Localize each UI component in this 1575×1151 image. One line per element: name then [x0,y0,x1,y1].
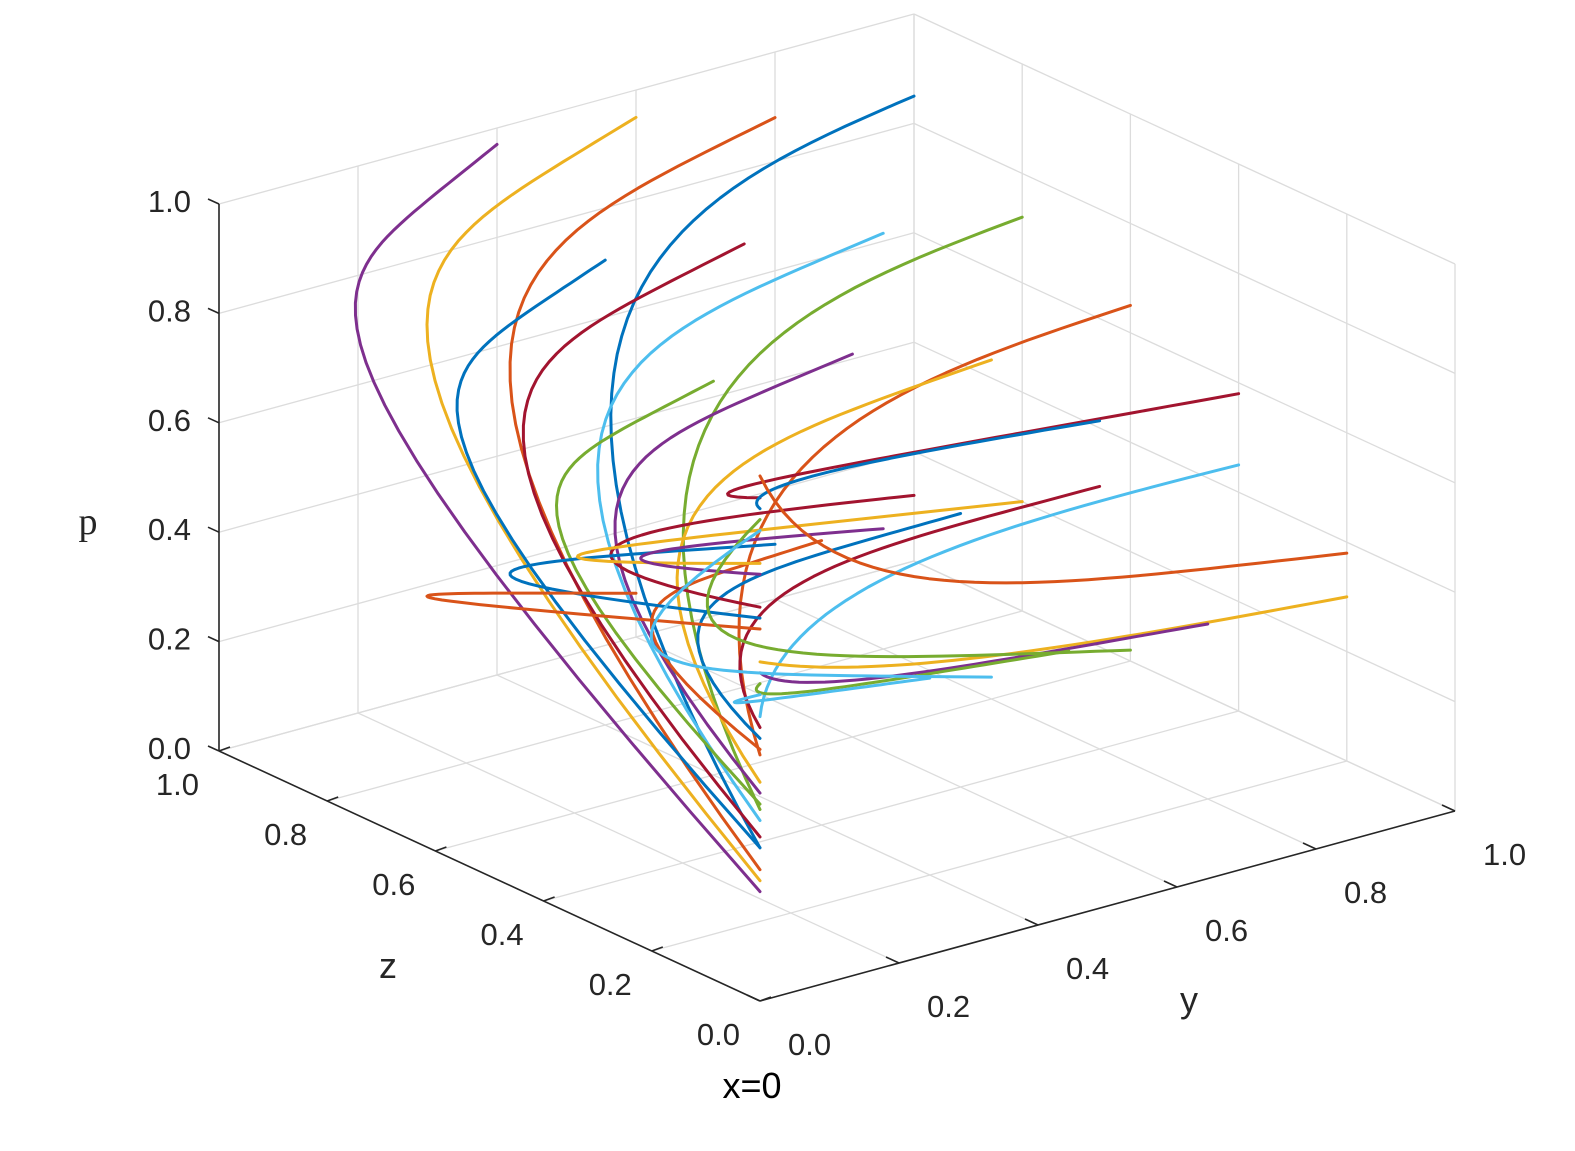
z-tick [759,996,772,1002]
grid-line [774,598,1317,850]
trajectory-line [649,529,993,679]
p-tick-label: 0.8 [148,293,191,328]
z-tick [326,796,339,802]
grid [218,13,1456,1002]
p-tick-label: 1.0 [148,184,191,219]
y-tick-label: 0.0 [788,1027,831,1062]
trajectory-line [754,649,1071,696]
grid-line [218,13,915,205]
trajectory-line [758,474,1349,585]
z-axis-label: z [379,945,397,986]
y-tick [1024,918,1039,926]
y-tick [885,956,900,964]
z-tick [651,946,664,952]
trajectory-line [455,258,762,850]
p-tick [207,198,220,205]
p-tick [207,417,220,424]
grid-line [357,712,900,964]
trajectories [353,94,1349,894]
z-tick-label: 0.2 [589,967,632,1002]
trajectory-line [726,392,1241,500]
trajectory-line [758,463,1241,719]
trajectory-line [521,242,762,839]
trajectory-line [596,231,885,822]
grid-line [218,341,915,533]
y-tick-label: 1.0 [1483,837,1526,872]
z-tick [543,896,555,902]
grid-line [913,560,1456,812]
grid-line [496,674,1039,926]
y-tick-label: 0.8 [1344,875,1387,910]
grid-line [635,636,1178,888]
trajectory-line [681,215,1024,811]
trajectory-line [758,622,1210,684]
y-tick [1302,842,1317,850]
trajectory-line [609,94,916,850]
p-tick [207,745,220,752]
p-tick [207,526,220,533]
z-tick-label: 1.0 [156,767,199,802]
grid-line [218,232,915,424]
trajectory-line [639,527,885,576]
z-tick-label: 0.6 [372,867,415,902]
trajectory-line [737,303,1132,757]
trajectory-line [705,518,1132,659]
trajectory-line [613,352,854,795]
grid-line [913,341,1456,593]
y-tick [746,994,761,1002]
z-tick-label: 0.0 [697,1017,740,1052]
trajectory-line [696,512,963,740]
z-tick [218,746,231,752]
y-tick-label: 0.2 [927,989,970,1024]
z-tick-label: 0.8 [264,817,307,852]
trajectory-line [609,493,916,609]
grid-line [651,760,1347,952]
p-tick-label: 0.2 [148,622,191,657]
trajectory-line [738,484,1102,729]
y-tick-label: 0.4 [1066,951,1109,986]
grid-line [913,451,1456,703]
y-axis-label: y [1180,979,1198,1020]
p-tick-label: 0.6 [148,403,191,438]
p-axis-label: p [79,501,98,543]
z-axis-line [218,750,761,1002]
grid-line [218,122,915,315]
trajectory-line [425,115,762,883]
p-tick [207,635,220,643]
y-tick [1441,804,1456,812]
p-tick [207,307,220,315]
grid-line [435,660,1131,852]
p-tick-label: 0.0 [148,731,191,766]
z-tick-label: 0.4 [480,917,523,952]
y-tick [1163,880,1178,888]
trajectory-line [353,142,762,894]
trajectory-line [425,591,762,631]
grid-line [218,560,915,752]
axes: 0.0 0.0 0.0 0.2 0.2 0.2 0.4 0.4 0.4 0.6 0.6 0.6 0.8 0… [148,184,1526,1062]
trajectory-line [675,358,993,784]
grid-line [913,232,1456,484]
y-tick-label: 0.6 [1205,913,1248,948]
p-tick-label: 0.4 [148,512,191,547]
axis-labels: p z y x=0 [79,501,1199,1106]
trajectory-line [755,419,1102,511]
grid-line [543,710,1239,902]
grid-line [913,13,1456,265]
grid-line [913,122,1456,374]
trajectory-line [575,500,1024,565]
figure-caption: x=0 [722,1065,781,1106]
z-tick [435,846,447,852]
trajectory-line [732,676,932,705]
y-axis-line [759,810,1456,1002]
